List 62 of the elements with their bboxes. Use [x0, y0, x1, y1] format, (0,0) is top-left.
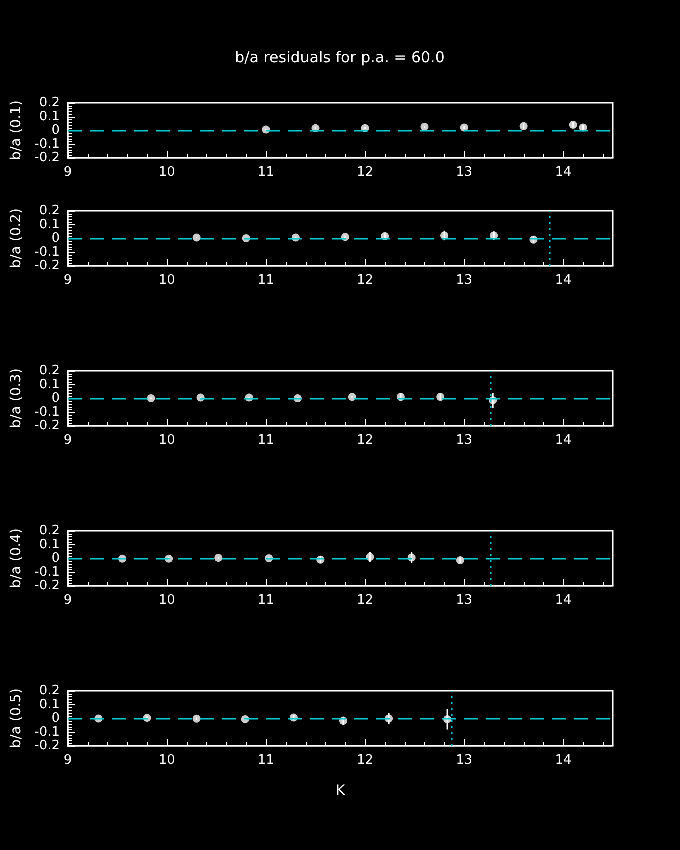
y-tick-label: -0.1: [34, 404, 60, 420]
y-tick-label: 0.2: [39, 96, 60, 110]
x-tick-label: 14: [555, 753, 572, 768]
y-tick-label: -0.1: [34, 244, 60, 260]
x-tick-label: 11: [258, 273, 274, 288]
x-tick-label: 10: [158, 165, 176, 180]
y-tick-label: 0.2: [39, 684, 60, 698]
y-tick-label: -0.1: [34, 724, 60, 740]
x-tick-label: 13: [456, 273, 473, 288]
y-tick-label: -0.2: [34, 418, 60, 434]
x-tick-label: 10: [158, 753, 176, 768]
y-tick-label: -0.1: [34, 136, 60, 152]
x-tick-label: 12: [357, 165, 374, 180]
x-tick-label: 13: [456, 433, 473, 448]
x-tick-label: 14: [555, 165, 572, 180]
x-tick-label: 13: [456, 753, 473, 768]
y-tick-label: 0.1: [39, 377, 60, 392]
x-tick-label: 13: [456, 593, 473, 608]
y-tick-label: 0.2: [39, 204, 60, 218]
y-tick-label: 0.1: [39, 537, 60, 552]
x-tick-label: 9: [64, 273, 72, 288]
x-tick-label: 14: [555, 593, 572, 608]
y-tick-label: -0.1: [34, 564, 60, 580]
x-tick-label: 9: [64, 753, 72, 768]
x-tick-label: 14: [555, 273, 572, 288]
y-tick-label: -0.2: [34, 258, 60, 274]
x-tick-label: 9: [64, 593, 72, 608]
y-tick-label: 0.2: [39, 524, 60, 538]
x-tick-label: 10: [158, 593, 176, 608]
y-tick-label: 0: [52, 123, 60, 138]
y-tick-label: -0.2: [34, 738, 60, 754]
x-tick-label: 11: [258, 753, 274, 768]
y-tick-label: 0.1: [39, 109, 60, 124]
x-tick-label: 10: [158, 433, 176, 448]
x-tick-label: 11: [258, 433, 274, 448]
y-axis-title: b/a (0.5): [8, 688, 25, 748]
y-axis-title: b/a (0.1): [8, 100, 25, 160]
y-tick-label: 0.2: [39, 364, 60, 378]
y-axis-title: b/a (0.2): [8, 208, 25, 268]
x-tick-label: 11: [258, 593, 274, 608]
x-tick-label: 12: [357, 753, 374, 768]
y-tick-label: 0: [52, 551, 60, 566]
x-tick-label: 13: [456, 165, 473, 180]
x-tick-label: 12: [357, 593, 374, 608]
y-tick-label: 0: [52, 391, 60, 406]
y-tick-label: 0.1: [39, 217, 60, 232]
y-tick-label: 0: [52, 711, 60, 726]
y-tick-label: 0: [52, 231, 60, 246]
x-axis-title: K: [336, 783, 346, 799]
x-tick-label: 12: [357, 433, 374, 448]
y-axis-title: b/a (0.4): [8, 528, 25, 588]
x-tick-label: 10: [158, 273, 176, 288]
chart-title: b/a residuals for p.a. = 60.0: [235, 48, 445, 66]
x-tick-label: 11: [258, 165, 274, 180]
y-tick-label: -0.2: [34, 150, 60, 166]
y-tick-label: 0.1: [39, 697, 60, 712]
x-tick-label: 12: [357, 273, 374, 288]
x-tick-label: 9: [64, 165, 72, 180]
y-tick-label: -0.2: [34, 578, 60, 594]
x-tick-label: 14: [555, 433, 572, 448]
y-axis-title: b/a (0.3): [8, 368, 25, 428]
x-tick-label: 9: [64, 433, 72, 448]
